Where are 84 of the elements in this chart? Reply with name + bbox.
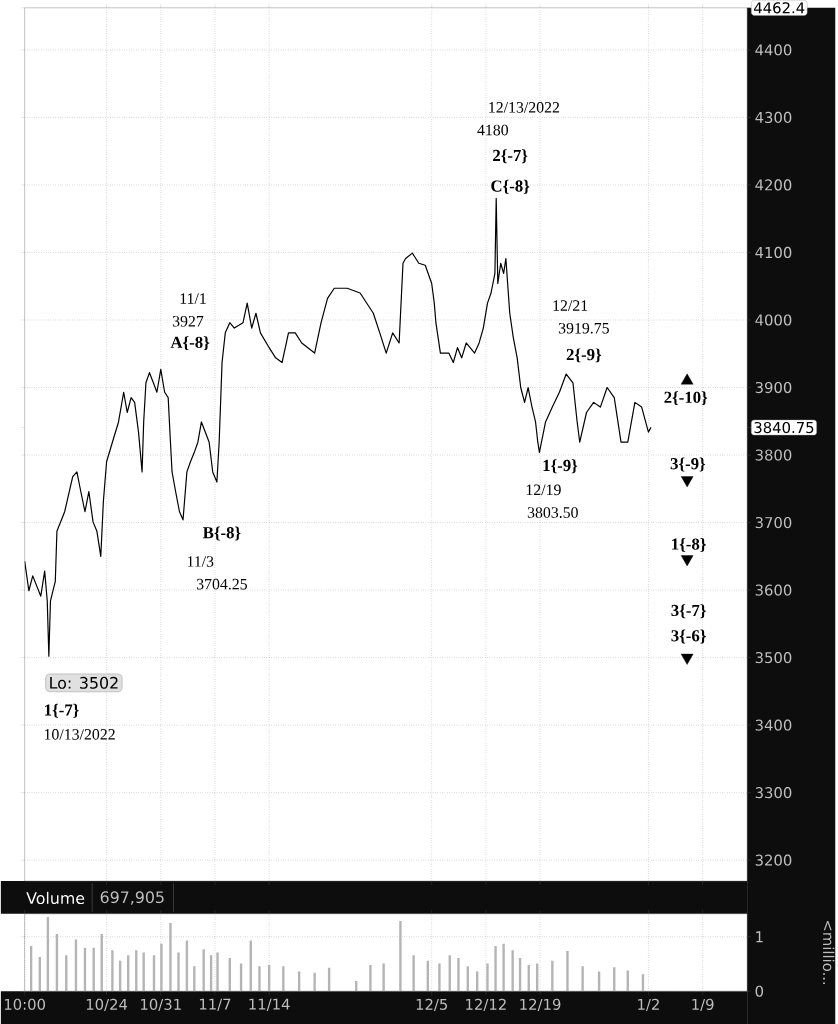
bar (111, 950, 114, 992)
annotation: 3919.75 (559, 322, 610, 334)
bar (551, 960, 554, 992)
y-tick-label: 3300 (755, 787, 792, 799)
annotation: 12/19 (526, 484, 561, 496)
y-tick-label: 3900 (755, 381, 792, 394)
y-tick-label: 3840.75 (754, 421, 814, 434)
bar (369, 965, 372, 992)
bar (160, 943, 163, 992)
annotation: A{-8} (170, 336, 210, 351)
x-tick-label: 12/19 (520, 998, 561, 1012)
bar (216, 952, 219, 992)
y-tick-label: 4300 (755, 111, 792, 124)
annotation: 12/13/2022 (489, 102, 560, 113)
bar (177, 952, 180, 992)
bar (486, 963, 489, 992)
y-tick-label: 3400 (755, 719, 792, 731)
annotation: 3{-9} (670, 457, 706, 472)
annotation: B{-8} (203, 526, 241, 541)
annotation: 2{-7} (493, 149, 528, 164)
y-tick-label: 4000 (755, 314, 792, 326)
bar (502, 943, 505, 992)
x-tick-label: 10/24 (87, 998, 128, 1012)
annotation: 1{-8} (672, 537, 707, 552)
bar (142, 952, 146, 992)
y-tick-label: 0 (755, 985, 764, 997)
x-tick-label: 10:00 (5, 998, 46, 1010)
y-tick-label: 3700 (755, 516, 792, 529)
annotation: 3704.25 (197, 578, 248, 590)
annotation: 12/21 (553, 300, 588, 311)
annotation: 10/13/2022 (45, 729, 115, 740)
x-tick-label: 11/14 (249, 998, 290, 1011)
annotation: 2{-10} (664, 391, 708, 406)
chart-subtitle: 697,905 (100, 891, 164, 905)
y-tick-label: 3600 (755, 584, 792, 596)
annotation: 2{-9} (566, 348, 602, 363)
y-tick-label: 3800 (755, 449, 792, 461)
x-tick-label: 12/5 (416, 998, 448, 1012)
bar (258, 966, 261, 992)
y-tick-label: 4200 (755, 179, 792, 191)
annotation: 4180 (477, 124, 509, 136)
annotation: 3{-7} (671, 604, 707, 619)
y-tick-label: 3500 (755, 651, 792, 664)
bar (581, 966, 584, 992)
bar (92, 947, 96, 992)
bar (282, 966, 285, 992)
x-tick-label: 12/12 (466, 998, 506, 1012)
bar (412, 955, 415, 992)
x-tick-label: 1/9 (692, 998, 714, 1012)
annotation: 3927 (173, 315, 204, 327)
bar (169, 923, 172, 992)
annotation: 11/1 (180, 293, 206, 304)
point (681, 653, 694, 665)
bar (457, 958, 460, 992)
y-axis-title: <millio... (823, 920, 835, 985)
point (681, 476, 694, 488)
bar (566, 950, 569, 992)
bar (313, 972, 316, 992)
bar (494, 946, 497, 992)
bar (438, 963, 441, 992)
annotation: 11/3 (188, 556, 214, 567)
y-tick-label: 3200 (755, 854, 792, 866)
point (681, 555, 694, 567)
y-tick-label: 4100 (755, 246, 792, 259)
bar (511, 950, 515, 992)
x-tick-label: 11/7 (200, 998, 231, 1011)
y-tick-label: 4400 (755, 44, 792, 56)
annotation: 1{-9} (543, 459, 578, 474)
line-series (24, 197, 652, 657)
annotation: 3{-6} (671, 629, 707, 644)
y-tick-label: 1 (756, 931, 763, 943)
annotation: C{-8} (491, 179, 530, 194)
bar (399, 920, 402, 992)
chart-title: Volume (26, 891, 85, 905)
y-tick-label: 4462.4 (754, 2, 805, 14)
x-tick-label: 10/31 (141, 998, 181, 1012)
point (681, 373, 694, 385)
annotation: Lo: 3502 (50, 676, 118, 689)
annotation: 1{-7} (45, 703, 79, 718)
bar (193, 966, 196, 992)
bar (382, 963, 385, 992)
bar (202, 949, 206, 992)
annotation: 3803.50 (528, 507, 579, 518)
x-tick-label: 1/2 (638, 998, 660, 1012)
